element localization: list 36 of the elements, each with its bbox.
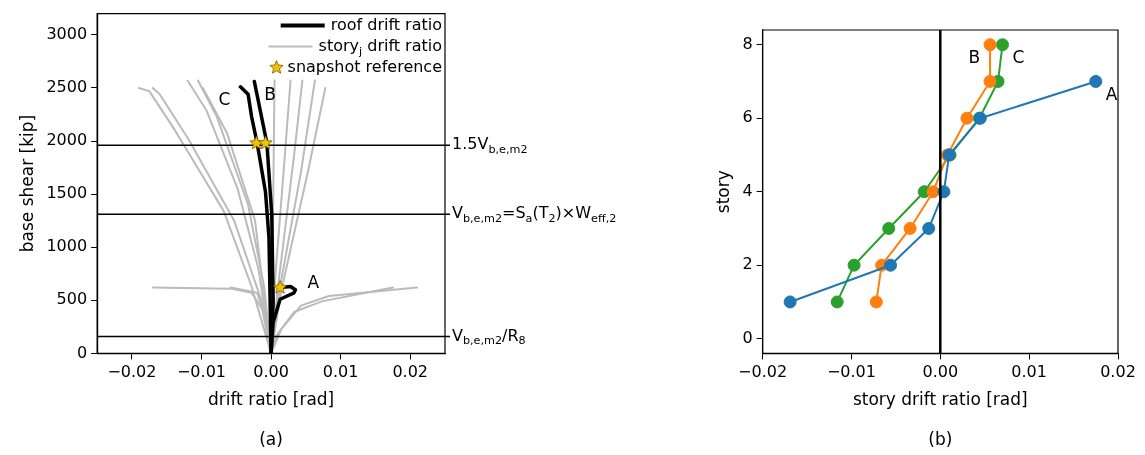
y-axis-title: story <box>712 170 733 214</box>
y-tick-label: 500 <box>56 289 88 309</box>
x-tick-label: 0.01 <box>322 362 359 382</box>
y-tick-label: 1000 <box>46 236 88 256</box>
y-tick-label: 1500 <box>46 183 88 203</box>
y-tick-label: 2000 <box>46 130 88 150</box>
y-tick-label: 4 <box>742 180 753 200</box>
annotation: C <box>1012 47 1025 68</box>
x-tick-label: −0.02 <box>107 362 157 382</box>
annotation: A <box>1105 83 1118 104</box>
text: (a) <box>259 429 283 450</box>
x-tick-label: −0.02 <box>738 362 788 382</box>
x-tick-label: 0.00 <box>253 362 289 382</box>
y-tick-label: 2 <box>742 254 753 274</box>
legend-label: snapshot reference <box>287 56 443 76</box>
legend-label: roof drift ratio <box>330 14 443 34</box>
annotation: C <box>218 89 231 110</box>
x-tick-label: 0.01 <box>1011 362 1047 382</box>
x-tick-label: −0.01 <box>176 362 226 382</box>
y-tick-label: 3000 <box>46 23 88 43</box>
text: (b) <box>928 429 953 450</box>
x-tick-label: 0.02 <box>392 362 429 382</box>
x-axis-title: drift ratio [rad] <box>207 389 335 410</box>
annotation: B <box>968 47 981 68</box>
x-axis-title: story drift ratio [rad] <box>852 389 1028 410</box>
y-tick-label: 6 <box>742 107 753 127</box>
y-axis-title: base shear [kip] <box>16 114 37 253</box>
y-tick-label: 2500 <box>46 77 88 97</box>
y-tick-label: 0 <box>742 327 753 347</box>
annotation: B <box>264 83 277 104</box>
annotation: A <box>307 272 320 293</box>
x-tick-label: 0.00 <box>922 362 959 382</box>
x-tick-label: 0.02 <box>1100 362 1136 382</box>
y-tick-label: 0 <box>76 342 88 362</box>
y-tick-label: 8 <box>742 33 753 53</box>
x-tick-label: −0.01 <box>826 362 876 382</box>
